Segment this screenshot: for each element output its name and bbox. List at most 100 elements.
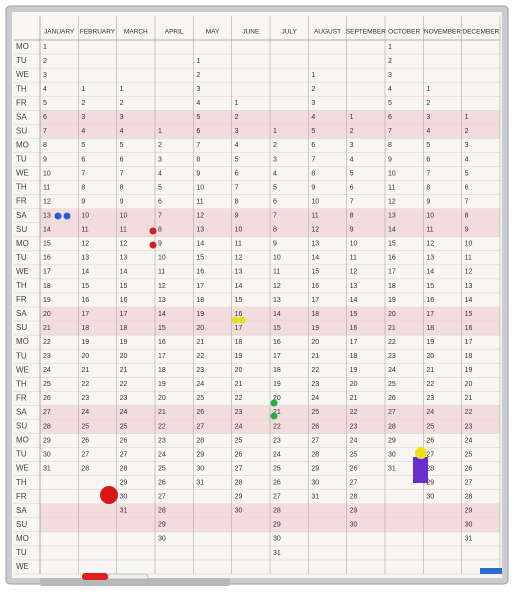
day-number: 16	[388, 255, 396, 262]
day-number: 19	[120, 339, 128, 346]
magnet	[149, 227, 157, 235]
day-number: 24	[43, 367, 51, 374]
day-number: 26	[196, 409, 204, 416]
day-number: 22	[43, 339, 51, 346]
day-number: 29	[426, 480, 434, 487]
day-number: 25	[311, 409, 319, 416]
day-number: 15	[235, 297, 243, 304]
day-number: 11	[350, 255, 357, 262]
weekday-label: SA	[16, 506, 27, 515]
day-number: 29	[196, 451, 204, 458]
day-number: 11	[273, 269, 280, 276]
magnet	[63, 212, 71, 220]
day-number: 21	[235, 381, 243, 388]
day-number: 16	[120, 297, 128, 304]
day-number: 16	[158, 339, 166, 346]
day-number: 1	[81, 86, 85, 93]
day-number: 11	[465, 255, 472, 262]
day-number: 8	[426, 184, 430, 191]
day-number: 11	[81, 227, 88, 234]
day-number: 26	[350, 465, 358, 472]
day-number: 3	[426, 114, 430, 121]
day-number: 27	[311, 437, 319, 444]
day-number: 23	[388, 353, 396, 360]
weekday-label: WE	[16, 169, 29, 178]
weekday-label: MO	[16, 42, 29, 51]
day-number: 29	[350, 508, 358, 515]
day-number: 22	[81, 381, 89, 388]
day-number: 15	[43, 241, 51, 248]
day-number: 18	[273, 367, 281, 374]
day-number: 11	[196, 198, 203, 205]
day-number: 24	[388, 367, 396, 374]
day-number: 30	[273, 536, 281, 543]
day-number: 31	[311, 494, 319, 501]
day-number: 16	[465, 325, 473, 332]
weekday-label: MO	[16, 534, 29, 543]
day-number: 31	[273, 550, 281, 557]
day-number: 9	[43, 156, 47, 163]
day-number: 24	[120, 409, 128, 416]
day-number: 25	[465, 451, 473, 458]
day-number: 27	[81, 451, 89, 458]
day-number: 18	[388, 283, 396, 290]
day-number: 30	[311, 480, 319, 487]
day-number: 22	[465, 409, 473, 416]
magnet	[270, 399, 278, 407]
day-number: 27	[273, 494, 281, 501]
weekday-label: FR	[16, 197, 27, 206]
day-number: 5	[235, 156, 239, 163]
day-number: 3	[311, 100, 315, 107]
weekday-label: FR	[16, 98, 27, 107]
day-number: 25	[43, 381, 51, 388]
day-number: 14	[426, 269, 434, 276]
day-number: 11	[311, 213, 318, 220]
day-number: 18	[43, 283, 51, 290]
day-number: 8	[43, 142, 47, 149]
day-number: 23	[196, 367, 204, 374]
day-number: 30	[43, 451, 51, 458]
day-number: 16	[235, 311, 243, 318]
day-number: 1	[235, 100, 239, 107]
day-number: 6	[311, 142, 315, 149]
month-name: JULY	[281, 29, 297, 36]
month-name: FEBRUARY	[80, 29, 116, 36]
day-number: 15	[311, 269, 319, 276]
day-number: 8	[196, 156, 200, 163]
day-number: 10	[196, 184, 204, 191]
day-number: 15	[465, 311, 473, 318]
day-number: 29	[388, 437, 396, 444]
day-number: 10	[273, 255, 281, 262]
day-number: 7	[273, 213, 277, 220]
day-number: 7	[120, 170, 124, 177]
day-number: 5	[426, 142, 430, 149]
day-number: 9	[235, 213, 239, 220]
day-number: 23	[350, 423, 358, 430]
day-number: 23	[273, 437, 281, 444]
day-number: 12	[388, 198, 396, 205]
day-number: 14	[120, 269, 128, 276]
day-number: 4	[120, 128, 124, 135]
day-number: 14	[43, 227, 51, 234]
day-number: 3	[43, 72, 47, 79]
day-number: 22	[426, 381, 434, 388]
day-number: 13	[465, 283, 473, 290]
day-number: 28	[388, 423, 396, 430]
day-number: 20	[465, 381, 473, 388]
day-number: 2	[426, 100, 430, 107]
month-name: MARCH	[124, 29, 148, 36]
day-number: 17	[388, 269, 396, 276]
day-number: 25	[158, 465, 166, 472]
day-number: 10	[81, 213, 89, 220]
day-number: 18	[120, 325, 128, 332]
day-number: 23	[465, 423, 473, 430]
day-number: 2	[273, 142, 277, 149]
day-number: 21	[120, 367, 128, 374]
day-number: 16	[196, 269, 204, 276]
day-number: 17	[43, 269, 51, 276]
day-number: 8	[235, 198, 239, 205]
magnet	[54, 212, 62, 220]
month-name: AUGUST	[314, 29, 341, 36]
day-number: 20	[196, 325, 204, 332]
